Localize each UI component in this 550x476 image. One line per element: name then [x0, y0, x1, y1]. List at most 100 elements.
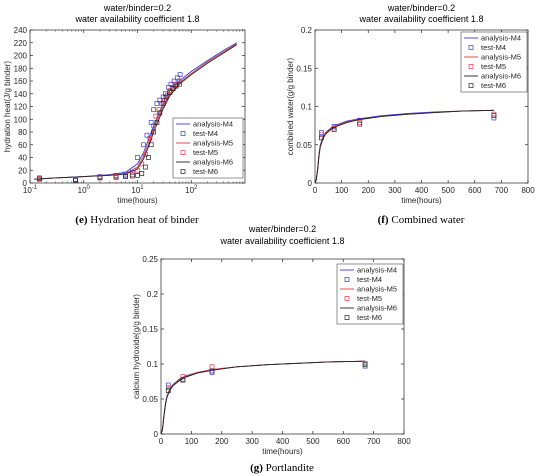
x-tick-label: 800 — [397, 437, 411, 446]
y-tick-label: 60 — [18, 141, 27, 150]
data-point-test-M6 — [163, 94, 169, 100]
figure-caption: (e) Hydration heat of binder — [75, 214, 199, 226]
data-point-test-M6 — [165, 388, 171, 393]
y-tick-label: 220 — [14, 39, 28, 48]
x-tick-label: 0 — [313, 186, 318, 195]
data-point-test-M5 — [143, 151, 148, 157]
x-axis-label: time(hours) — [262, 447, 303, 456]
y-tick-label: 0 — [23, 179, 28, 188]
legend-swatch-marker — [180, 169, 186, 174]
data-point-test-M5 — [153, 113, 159, 119]
data-point-test-M4 — [154, 100, 160, 106]
data-point-test-M4 — [165, 382, 171, 388]
data-point-test-M6 — [357, 121, 363, 127]
y-tick-label: 0 — [308, 179, 313, 188]
data-point-test-M4 — [135, 155, 140, 160]
data-point-test-M6 — [73, 178, 78, 183]
y-tick-label: 0.05 — [296, 141, 312, 150]
x-tick-label: 400 — [415, 186, 429, 195]
data-point-test-M6 — [491, 113, 497, 119]
chart-title-line: water/binder=0.2 — [387, 3, 455, 13]
data-point-test-M6 — [176, 81, 182, 87]
x-tick-label: 100 — [185, 437, 199, 446]
legend: analysis-M4test-M4analysis-M5test-M5anal… — [336, 263, 404, 325]
data-point-test-M5 — [135, 167, 140, 173]
legend-box — [460, 31, 528, 93]
y-tick-label: 200 — [14, 52, 28, 61]
x-tick-label: 400 — [276, 437, 290, 446]
y-tick-label: 0.2 — [301, 26, 313, 35]
x-tick-label: 101 — [131, 185, 144, 195]
x-tick-label: 700 — [495, 186, 509, 195]
x-tick-label: 10-1 — [23, 185, 38, 195]
data-point-test-M5 — [319, 132, 324, 138]
data-point-test-M6 — [319, 135, 324, 141]
data-point-test-M5 — [162, 97, 168, 103]
data-point-test-M6 — [209, 368, 215, 374]
legend-entry-label: analysis-M5 — [357, 285, 397, 294]
legend-entry-label: test-M6 — [481, 81, 506, 90]
legend-entry-label: test-M4 — [357, 275, 382, 284]
data-point-test-M5 — [156, 107, 162, 113]
y-tick-label: 80 — [18, 128, 27, 137]
data-point-test-M6 — [362, 362, 368, 368]
data-point-test-M4 — [177, 72, 183, 77]
data-point-test-M4 — [151, 107, 157, 113]
chart-title-line: water/binder=0.2 — [248, 224, 316, 234]
x-tick-label: 700 — [367, 437, 381, 446]
data-point-test-M6 — [167, 90, 173, 95]
legend-swatch-marker — [180, 131, 186, 136]
y-tick-label: 0.1 — [301, 103, 313, 112]
y-tick-label: 0 — [154, 430, 159, 439]
y-tick-label: 0.25 — [142, 255, 158, 264]
data-point-test-M6 — [123, 174, 128, 179]
legend-entry-label: analysis-M6 — [357, 304, 397, 313]
legend: analysis-M4test-M4analysis-M5test-M5anal… — [172, 117, 244, 179]
y-tick-label: 240 — [14, 26, 28, 35]
chart-title-line: water availability coefficient 1.8 — [359, 14, 484, 24]
legend-entry-label: test-M6 — [193, 167, 218, 176]
y-tick-label: 120 — [14, 103, 28, 112]
x-axis-label: time(hours) — [117, 196, 158, 205]
legend-box — [336, 263, 404, 325]
y-axis-label: combined water(g/g binder) — [286, 57, 295, 155]
data-point-test-M6 — [331, 127, 337, 132]
data-point-test-M6 — [148, 142, 154, 148]
y-tick-label: 0.15 — [296, 64, 312, 73]
figure-caption: (f) Combined water — [378, 214, 465, 226]
x-tick-label: 300 — [245, 437, 259, 446]
x-tick-label: 800 — [521, 186, 535, 195]
data-point-test-M6 — [170, 86, 176, 92]
legend-entry-label: test-M5 — [481, 62, 506, 71]
x-tick-label: 102 — [185, 185, 198, 195]
data-point-test-M6 — [146, 155, 151, 160]
legend-entry-label: test-M4 — [193, 129, 218, 138]
data-point-test-M6 — [139, 171, 145, 176]
y-tick-label: 0.15 — [142, 325, 158, 334]
x-tick-label: 600 — [468, 186, 482, 195]
y-tick-label: 40 — [18, 154, 27, 163]
x-tick-label: 300 — [388, 186, 402, 195]
y-axis-label: calcium hydroxide(g/g binder) — [132, 294, 141, 399]
data-point-test-M6 — [180, 377, 186, 383]
data-point-test-M6 — [151, 129, 157, 135]
legend-swatch-marker — [344, 277, 350, 282]
legend-entry-label: test-M5 — [193, 148, 218, 157]
data-point-test-M4 — [148, 120, 154, 125]
legend: analysis-M4test-M4analysis-M5test-M5anal… — [460, 31, 528, 93]
legend-entry-label: test-M4 — [481, 43, 506, 52]
x-tick-label: 100 — [335, 186, 349, 195]
legend-entry-label: analysis-M6 — [193, 158, 233, 167]
data-point-test-M6 — [143, 164, 148, 170]
legend-swatch-marker — [468, 64, 474, 69]
x-tick-label: 0 — [159, 437, 164, 446]
data-point-test-M5 — [147, 136, 153, 141]
legend-swatch-marker — [344, 315, 350, 320]
series-group — [161, 360, 368, 434]
series-line-analysis-M6 — [161, 360, 366, 434]
x-tick-label: 500 — [441, 186, 455, 195]
y-tick-label: 180 — [14, 64, 28, 73]
y-tick-label: 140 — [14, 90, 28, 99]
